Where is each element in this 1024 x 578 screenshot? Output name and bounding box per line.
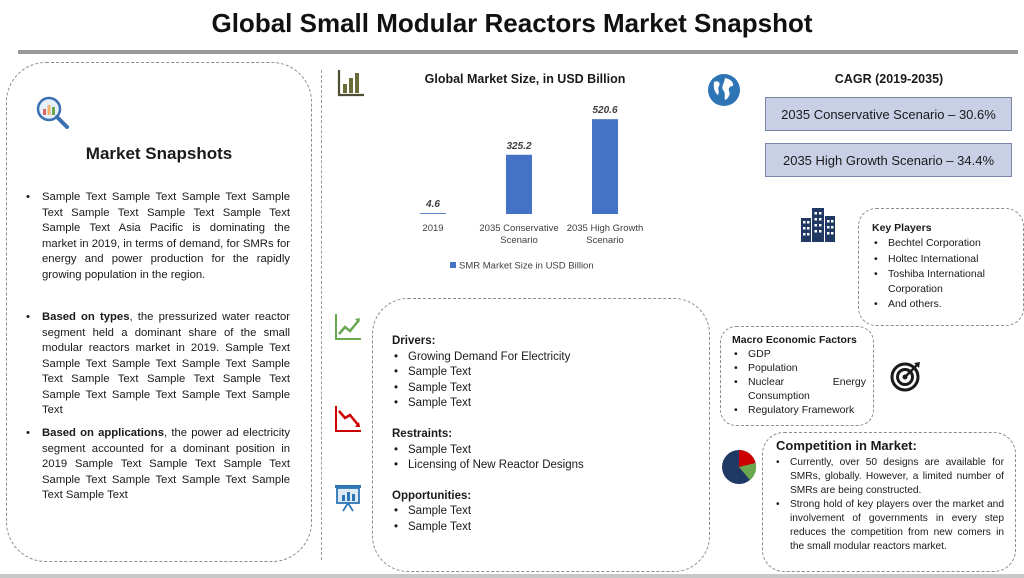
competition-panel: [762, 432, 1016, 572]
drivers-heading: Drivers:: [392, 335, 436, 347]
restraints-heading: Restraints:: [392, 427, 453, 440]
snapshot-list-1: Sample Text Sample Text Sample Text Samp…: [26, 190, 290, 283]
data-label-3: 520.6: [592, 105, 617, 116]
snapshot-list-3: Based on applications, the power ad elec…: [26, 426, 290, 504]
opportunity-item-1: Sample Text: [392, 504, 692, 520]
x-tick-label-3-1: 2035 High Growth: [567, 223, 644, 234]
x-tick-label-1-1: 2019: [422, 223, 443, 234]
macro-panel: [720, 326, 874, 426]
macro-item-4: Regulatory Framework: [732, 403, 866, 417]
legend-label: SMR Market Size in USD Billion: [459, 261, 594, 272]
legend-swatch: [450, 262, 456, 268]
bottom-rule: [0, 574, 1024, 578]
key-player-item-3: Toshiba International Corporation: [872, 267, 1018, 298]
magnifier-chart-icon: [36, 96, 69, 129]
title-rule: [18, 50, 1018, 54]
snapshot-heading: Market Snapshots: [85, 144, 233, 163]
restraint-item-2: Licensing of New Reactor Designs: [392, 458, 692, 474]
competition-content: Currently, over 50 designs are available…: [774, 456, 1004, 554]
key-players-heading: Key Players: [872, 222, 932, 234]
snapshot-point-2-text: , the pressurized water reactor segment …: [42, 311, 291, 416]
snapshot-point-2: Based on types, the pressurized water re…: [26, 310, 290, 419]
snapshot-point-3-text: , the power ad electricity segment accou…: [42, 427, 290, 501]
driver-item-2: Sample Text: [392, 365, 692, 381]
key-player-item-2: Holtec International: [872, 252, 1018, 268]
page-title: Global Small Modular Reactors Market Sna…: [211, 8, 813, 38]
drivers-list: Growing Demand For ElectricitySample Tex…: [392, 350, 692, 412]
opportunity-item-2: Sample Text: [392, 520, 692, 536]
trend-down-icon: [335, 406, 361, 432]
presentation-icon: [335, 485, 361, 512]
x-tick-label-2-2: Scenario: [500, 235, 538, 246]
bar-3: [592, 119, 618, 214]
trend-up-icon: [335, 314, 361, 340]
driver-item-1: Growing Demand For Electricity: [392, 350, 692, 366]
snapshot-point-1: Sample Text Sample Text Sample Text Samp…: [26, 190, 290, 283]
key-player-item-1: Bechtel Corporation: [872, 236, 1018, 252]
macro-item-1: GDP: [732, 347, 866, 361]
globe-icon: [708, 74, 740, 106]
snapshot-point-3: Based on applications, the power ad elec…: [26, 426, 290, 504]
x-tick-label-3-2: Scenario: [586, 235, 624, 246]
driver-item-3: Sample Text: [392, 381, 692, 397]
bar-1: [420, 213, 446, 214]
data-label-2: 325.2: [506, 141, 531, 152]
restraint-item-1: Sample Text: [392, 443, 692, 459]
key-player-item-4: And others.: [872, 297, 1018, 313]
snapshot-list-2: Based on types, the pressurized water re…: [26, 310, 290, 419]
competition-heading: Competition in Market:: [776, 438, 917, 453]
bar-chart-icon: [337, 70, 364, 97]
driver-item-4: Sample Text: [392, 396, 692, 412]
macro-content: Macro Economic Factors GDPPopulationNucl…: [732, 333, 866, 417]
snapshot-point-2-bold: Based on types: [42, 311, 130, 323]
chart-title: Global Market Size, in USD Billion: [424, 72, 626, 86]
opportunities-heading: Opportunities:: [392, 489, 472, 502]
target-icon: [890, 362, 920, 392]
snapshot-point-3-bold: Based on applications: [42, 427, 164, 439]
snapshot-panel: [6, 62, 312, 562]
key-players-list: Bechtel CorporationHoltec InternationalT…: [872, 236, 1018, 313]
vertical-divider: [321, 70, 322, 560]
cagr-title: CAGR (2019-2035): [834, 72, 944, 86]
competition-list: Currently, over 50 designs are available…: [774, 456, 1004, 554]
cagr-high-growth-box: 2035 High Growth Scenario – 34.4%: [765, 143, 1012, 177]
data-label-1: 4.6: [425, 199, 440, 210]
restraints-list: Sample TextLicensing of New Reactor Desi…: [392, 443, 692, 474]
pie-chart-icon: [722, 449, 757, 484]
competition-item-2: Strong hold of key players over the mark…: [774, 498, 1004, 554]
drivers-content: Drivers: Growing Demand For ElectricityS…: [392, 334, 692, 551]
competition-item-1: Currently, over 50 designs are available…: [774, 456, 1004, 498]
drivers-panel: [372, 298, 710, 572]
key-players-content: Key Players Bechtel CorporationHoltec In…: [872, 221, 1018, 313]
cagr-conservative-box: 2035 Conservative Scenario – 30.6%: [765, 97, 1012, 131]
x-tick-label-2-1: 2035 Conservative: [479, 223, 558, 234]
macro-list: GDPPopulationNuclear EnergyConsumptionRe…: [732, 347, 866, 417]
macro-item-2: Population: [732, 361, 866, 375]
macro-heading: Macro Economic Factors: [732, 334, 857, 346]
bar-2: [506, 154, 532, 214]
building-icon: [801, 208, 835, 242]
